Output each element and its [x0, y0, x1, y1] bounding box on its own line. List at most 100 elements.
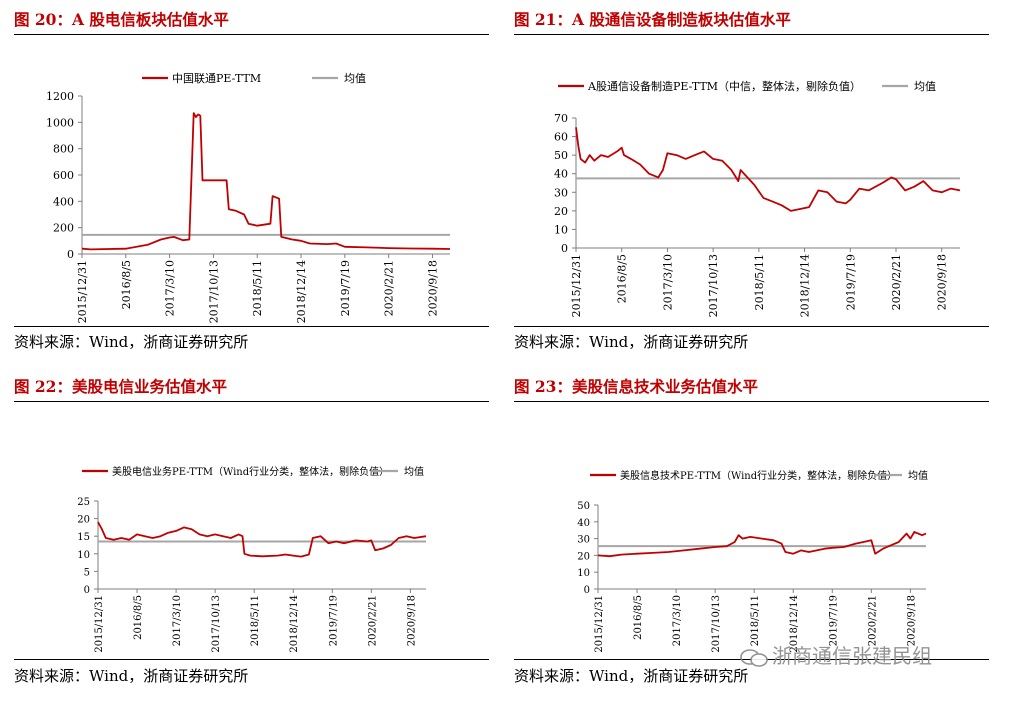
legend-series-label: 中国联通PE-TTM: [172, 72, 261, 85]
source-note: 资料来源：Wind，浙商证券研究所: [14, 333, 249, 351]
y-tick-label: 70: [554, 112, 568, 125]
source-note: 资料来源：Wind，浙商证券研究所: [514, 667, 749, 685]
chart-22: 美股电信业务PE-TTM（Wind行业分类，整体法，剔除负值） 均值 0 5 10 15 2…: [77, 465, 427, 653]
title-divider: [14, 34, 489, 35]
y-tick-label: 10: [577, 568, 590, 579]
y-tick-label: 40: [554, 168, 568, 181]
y-tick-label: 400: [53, 195, 74, 208]
title-divider: [514, 34, 989, 35]
x-tick-label: 2015/12/31: [94, 595, 105, 653]
wechat-icon: [740, 648, 768, 667]
y-tick-label: 25: [77, 497, 90, 508]
y-tick-label: 20: [77, 515, 90, 526]
x-tick-label: 2020/9/18: [906, 595, 917, 646]
legend-series-label: A股通信设备制造PE-TTM（中信，整体法，剔除负值）: [587, 79, 861, 93]
x-tick-label: 2017/3/10: [672, 595, 683, 646]
chart-panel-21: 图 21：A 股通信设备制造板块估值水平 A股通信设备制造PE-TTM（中信，整…: [514, 0, 989, 351]
x-tick-label: 2018/5/11: [251, 260, 264, 316]
x-tick-label: 2019/7/19: [328, 595, 339, 646]
x-tick-label: 2015/12/31: [570, 254, 583, 317]
y-tick-label: 10: [554, 223, 568, 236]
y-tick-label: 20: [577, 551, 590, 562]
x-tick-label: 2019/7/19: [844, 254, 857, 310]
chart-title: 图 23：美股信息技术业务估值水平: [514, 377, 758, 396]
y-tick-label: 200: [53, 222, 74, 235]
x-tick-label: 2020/2/21: [890, 254, 903, 310]
watermark-text: 浙商通信张建民组: [772, 644, 932, 668]
x-tick-label: 2015/12/31: [594, 595, 605, 653]
chart-21: A股通信设备制造PE-TTM（中信，整体法，剔除负值） 均值 0 10 20 30 40 50…: [554, 79, 961, 317]
y-tick-label: 600: [53, 169, 74, 182]
x-tick-label: 2017/10/13: [707, 254, 720, 317]
source-note: 资料来源：Wind，浙商证券研究所: [14, 667, 249, 685]
y-tick-label: 5: [84, 567, 90, 578]
legend-mean-label: 均值: [404, 465, 424, 478]
legend-series-label: 美股信息技术PE-TTM（Wind行业分类，整体法，剔除负值）: [620, 469, 897, 482]
x-tick-label: 2018/5/11: [753, 254, 766, 310]
watermark: 浙商通信张建民组: [740, 640, 932, 669]
y-tick-label: 0: [84, 585, 90, 596]
x-tick-label: 2020/2/21: [867, 595, 878, 646]
x-tick-label: 2020/9/18: [406, 595, 417, 646]
chart-23: 美股信息技术PE-TTM（Wind行业分类，整体法，剔除负值） 均值 0 10 20 30…: [577, 469, 928, 653]
x-tick-label: 2016/8/5: [133, 595, 144, 640]
legend-mean-label: 均值: [914, 80, 936, 93]
x-tick-label: 2017/10/13: [711, 595, 722, 653]
y-tick-label: 800: [53, 143, 74, 156]
y-tick-label: 0: [584, 585, 590, 596]
y-tick-label: 30: [554, 186, 568, 199]
x-tick-label: 2016/8/5: [633, 595, 644, 640]
y-tick-label: 20: [554, 205, 568, 218]
chart-panel-23: 图 23：美股信息技术业务估值水平 美股信息技术PE-TTM（Wind行业分类，…: [514, 367, 989, 702]
series-line: [575, 127, 961, 212]
x-tick-label: 2017/10/13: [211, 595, 222, 653]
legend-series-label: 美股电信业务PE-TTM（Wind行业分类，整体法，剔除负值）: [112, 465, 389, 478]
x-tick-label: 2018/12/14: [295, 260, 308, 323]
x-tick-label: 2015/12/31: [76, 260, 89, 323]
chart-panel-20: 图 20：A 股电信板块估值水平 中国联通PE-TTM 均值 0 200 400 600 8…: [14, 0, 489, 351]
x-tick-label: 2018/5/11: [750, 595, 761, 646]
x-tick-label: 2020/2/21: [367, 595, 378, 646]
series-line: [597, 531, 927, 558]
x-tick-label: 2017/3/10: [661, 254, 674, 310]
title-divider: [514, 401, 989, 402]
legend-mean-label: 均值: [344, 72, 366, 85]
chart-title: 图 22：美股电信业务估值水平: [14, 377, 227, 396]
chart-20: 中国联通PE-TTM 均值 0 200 400 600 800 1000 1200 2015/12…: [46, 72, 451, 323]
x-tick-label: 2020/2/21: [383, 260, 396, 316]
x-tick-label: 2020/9/18: [936, 254, 949, 310]
x-tick-label: 2017/3/10: [172, 595, 183, 646]
y-tick-label: 0: [67, 248, 74, 261]
y-tick-label: 50: [554, 149, 568, 162]
source-note: 资料来源：Wind，浙商证券研究所: [514, 333, 749, 351]
x-tick-label: 2019/7/19: [828, 595, 839, 646]
y-tick-label: 50: [577, 501, 590, 512]
x-tick-label: 2016/8/5: [120, 260, 133, 309]
y-tick-label: 1200: [46, 90, 74, 103]
chart-panel-22: 图 22：美股电信业务估值水平 美股电信业务PE-TTM（Wind行业分类，整体…: [14, 367, 489, 702]
title-divider: [14, 401, 489, 402]
y-tick-label: 0: [561, 242, 568, 255]
x-tick-label: 2018/12/14: [799, 254, 812, 317]
y-tick-label: 10: [77, 550, 90, 561]
y-tick-label: 30: [577, 535, 590, 546]
x-tick-label: 2016/8/5: [616, 254, 629, 303]
x-tick-label: 2018/5/11: [250, 595, 261, 646]
x-tick-label: 2017/3/10: [164, 260, 177, 316]
legend-mean-label: 均值: [908, 469, 928, 482]
source-divider: [14, 659, 489, 660]
y-tick-label: 15: [77, 532, 90, 543]
y-tick-label: 1000: [46, 116, 74, 129]
series-line: [97, 521, 427, 558]
x-tick-label: 2020/9/18: [426, 260, 439, 316]
source-divider: [14, 326, 489, 327]
y-tick-label: 40: [577, 518, 590, 529]
chart-title: 图 20：A 股电信板块估值水平: [14, 10, 229, 29]
x-tick-label: 2018/12/14: [789, 595, 800, 653]
x-tick-label: 2019/7/19: [339, 260, 352, 316]
series-line: [81, 112, 451, 251]
chart-title: 图 21：A 股通信设备制造板块估值水平: [514, 10, 791, 29]
x-tick-label: 2018/12/14: [289, 595, 300, 653]
y-tick-label: 60: [554, 131, 568, 144]
x-tick-label: 2017/10/13: [207, 260, 220, 323]
